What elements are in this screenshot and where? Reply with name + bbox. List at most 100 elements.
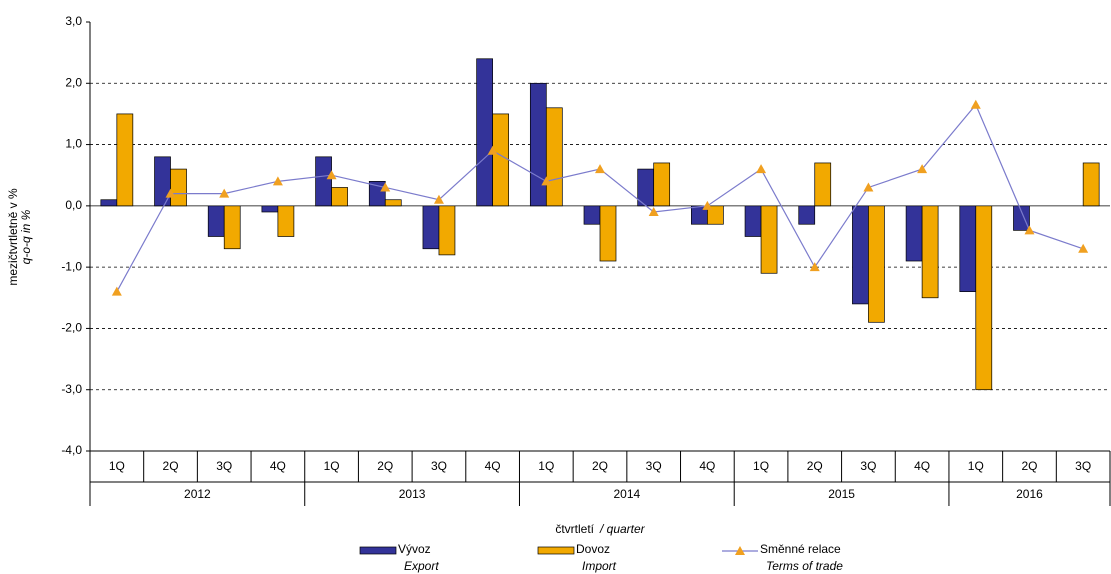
x-axis-label-cz: čtvrtletí [555, 522, 594, 536]
y-tick-label: 3,0 [65, 14, 82, 28]
x-tick-label: 2Q [163, 459, 179, 473]
year-label: 2012 [184, 487, 211, 501]
y-tick-label: -2,0 [61, 321, 82, 335]
x-tick-label: 1Q [109, 459, 125, 473]
marker [219, 188, 230, 198]
bar [707, 205, 724, 225]
bar [384, 199, 402, 207]
marker [1024, 225, 1035, 235]
legend-label: Vývoz [398, 542, 431, 556]
x-tick-label: 3Q [1075, 459, 1091, 473]
x-tick-label: 2Q [1021, 459, 1037, 473]
legend-label-en: Import [582, 559, 617, 573]
legend-swatch [537, 546, 575, 555]
y-tick-label: 2,0 [65, 75, 82, 89]
marker [487, 145, 498, 155]
bar [905, 205, 923, 262]
marker [917, 164, 928, 174]
marker [809, 262, 820, 272]
x-tick-label: 3Q [860, 459, 876, 473]
marker [756, 164, 767, 174]
marker [541, 176, 552, 186]
bar [170, 168, 187, 207]
x-tick-label: 2Q [807, 459, 823, 473]
bar [422, 205, 440, 250]
legend-label: Dovoz [576, 542, 610, 556]
marker [165, 188, 176, 198]
marker [735, 546, 745, 555]
x-axis-label: čtvrtletí / quarter [555, 522, 645, 536]
y-tick-label: 0,0 [65, 198, 82, 212]
marker [433, 194, 444, 204]
bar [277, 205, 295, 237]
marker [326, 170, 337, 180]
marker [863, 182, 874, 192]
year-label: 2013 [399, 487, 426, 501]
year-label: 2014 [613, 487, 640, 501]
bar [921, 205, 939, 299]
y-axis-label: mezičtvrtletně v % [6, 188, 20, 286]
year-label: 2016 [1016, 487, 1043, 501]
bar [744, 205, 762, 237]
y-axis-label-en: q-o-q in % [19, 209, 33, 264]
x-tick-label: 1Q [753, 459, 769, 473]
x-tick-label: 1Q [968, 459, 984, 473]
marker [1078, 243, 1089, 253]
legend-label-en: Export [404, 559, 439, 573]
bar [760, 205, 778, 274]
bar [476, 58, 493, 207]
marker [970, 99, 981, 109]
bar [207, 205, 225, 237]
bar [116, 113, 134, 207]
marker [272, 176, 283, 186]
bar [868, 205, 885, 323]
bar [100, 199, 118, 207]
bar [1013, 205, 1030, 231]
bar [959, 205, 977, 293]
x-tick-label: 1Q [538, 459, 554, 473]
bar [852, 205, 869, 305]
bar [975, 205, 993, 391]
bar [1082, 162, 1100, 207]
bar [814, 162, 832, 207]
marker [380, 182, 391, 192]
x-tick-label: 4Q [485, 459, 501, 473]
legend-label: Směnné relace [760, 542, 841, 556]
bar [653, 162, 671, 207]
x-tick-label: 4Q [914, 459, 930, 473]
x-tick-label: 2Q [592, 459, 608, 473]
legend-label-en: Terms of trade [766, 559, 843, 573]
bar [637, 168, 655, 207]
y-tick-label: 1,0 [65, 137, 82, 151]
x-tick-label: 4Q [699, 459, 715, 473]
bar [315, 156, 332, 207]
legend-swatch [359, 546, 397, 555]
bar [583, 205, 601, 225]
year-label: 2015 [828, 487, 855, 501]
marker [702, 200, 713, 210]
x-tick-label: 1Q [324, 459, 340, 473]
x-tick-label: 4Q [270, 459, 286, 473]
bar [223, 205, 241, 250]
x-axis-label-en: / quarter [599, 522, 646, 536]
bar [599, 205, 617, 262]
marker [595, 164, 605, 174]
bar [545, 107, 563, 207]
x-tick-label: 2Q [377, 459, 393, 473]
bar [331, 187, 348, 207]
y-tick-label: -3,0 [61, 382, 82, 396]
bar [492, 113, 509, 207]
y-tick-label: -4,0 [61, 443, 82, 457]
bar [368, 180, 386, 207]
marker [648, 206, 659, 216]
x-tick-label: 3Q [216, 459, 232, 473]
x-tick-label: 3Q [431, 459, 447, 473]
marker [111, 286, 122, 296]
bar [438, 205, 456, 256]
bar [798, 205, 816, 225]
bar [261, 205, 279, 213]
y-tick-label: -1,0 [61, 259, 82, 273]
bar [529, 82, 547, 207]
x-tick-label: 3Q [646, 459, 662, 473]
